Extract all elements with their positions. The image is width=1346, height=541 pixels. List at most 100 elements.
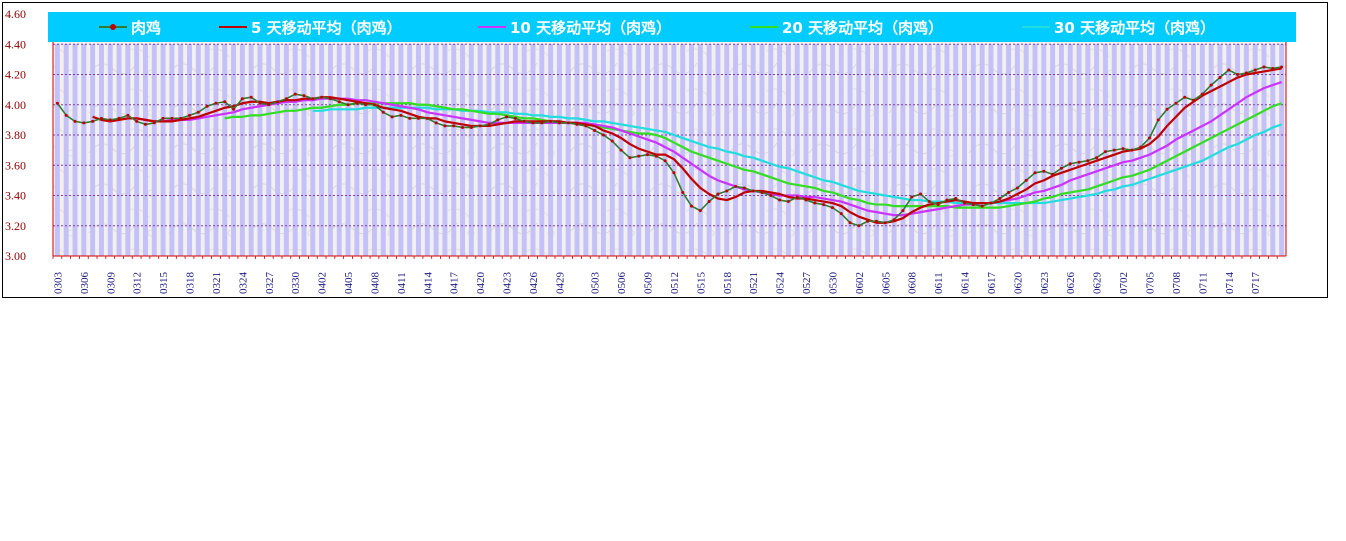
y-tick-label: 3.60 bbox=[5, 158, 26, 172]
series-point bbox=[249, 95, 253, 99]
volume-bar bbox=[143, 44, 148, 256]
volume-bar bbox=[777, 44, 783, 256]
series-point bbox=[830, 206, 834, 210]
series-point bbox=[214, 101, 218, 105]
x-tick-label: 0303 bbox=[52, 272, 64, 295]
series-point bbox=[575, 122, 579, 126]
volume-bar bbox=[935, 44, 941, 256]
series-point bbox=[557, 121, 561, 125]
volume-bar bbox=[944, 44, 950, 256]
volume-bar bbox=[72, 44, 78, 256]
x-tick-label: 0318 bbox=[185, 272, 197, 295]
x-tick-label: 0518 bbox=[722, 272, 734, 295]
volume-bar bbox=[609, 44, 615, 256]
series-point bbox=[1271, 66, 1275, 70]
volume-bar bbox=[600, 44, 606, 256]
volume-bar bbox=[363, 44, 369, 256]
legend-label: 10 天移动平均（肉鸡） bbox=[510, 19, 671, 37]
series-point bbox=[910, 195, 914, 199]
volume-bar bbox=[900, 44, 906, 256]
x-tick-label: 0708 bbox=[1171, 272, 1183, 295]
series-point bbox=[276, 100, 280, 104]
series-point bbox=[1156, 118, 1160, 122]
series-point bbox=[267, 103, 271, 107]
volume-bar bbox=[1208, 44, 1214, 256]
series-point bbox=[240, 97, 244, 101]
x-tick-label: 0417 bbox=[449, 272, 461, 295]
x-tick-label: 0408 bbox=[369, 272, 381, 295]
series-point bbox=[778, 198, 782, 202]
series-point bbox=[487, 122, 491, 126]
volume-bar bbox=[962, 44, 967, 256]
volume-bar bbox=[178, 44, 184, 256]
legend bbox=[48, 12, 1296, 42]
series-point bbox=[601, 133, 605, 137]
volume-bar bbox=[565, 44, 571, 256]
volume-bar bbox=[160, 44, 166, 256]
series-point bbox=[258, 101, 262, 105]
x-tick-label: 0405 bbox=[343, 272, 355, 295]
series-point bbox=[1200, 92, 1204, 96]
x-tick-label: 0321 bbox=[211, 272, 223, 294]
volume-bar bbox=[125, 44, 131, 256]
volume-bar bbox=[275, 44, 281, 256]
x-tick-label: 0521 bbox=[748, 272, 760, 294]
volume-bar bbox=[1014, 44, 1020, 256]
series-point bbox=[328, 97, 332, 101]
volume-bar bbox=[926, 44, 932, 256]
series-point bbox=[478, 124, 482, 128]
series-point bbox=[945, 198, 949, 202]
x-tick-label: 0420 bbox=[475, 272, 487, 295]
series-point bbox=[628, 156, 632, 160]
series-point bbox=[443, 124, 447, 128]
series-point bbox=[417, 116, 420, 120]
volume-bar bbox=[1252, 44, 1258, 256]
volume-bar bbox=[750, 44, 756, 256]
series-point bbox=[1174, 101, 1178, 105]
volume-bar bbox=[327, 44, 333, 256]
x-tick-label: 0512 bbox=[669, 272, 681, 294]
series-point bbox=[73, 119, 77, 123]
volume-bar bbox=[1164, 44, 1170, 256]
series-point bbox=[874, 219, 878, 223]
x-axis-ticks: 0303 0306 0309 0312 0315 0318 0321 0324 0327 0330… bbox=[52, 272, 1262, 295]
volume-bar bbox=[239, 44, 245, 256]
x-tick-label: 0423 bbox=[502, 272, 514, 295]
series-point bbox=[434, 121, 438, 125]
series-point bbox=[1033, 171, 1037, 175]
x-tick-label: 0327 bbox=[264, 272, 276, 295]
series-point bbox=[936, 203, 940, 207]
series-point bbox=[866, 219, 870, 223]
series-point bbox=[1042, 169, 1046, 173]
series-point bbox=[734, 184, 738, 188]
x-tick-label: 0527 bbox=[801, 272, 813, 295]
volume-bar bbox=[953, 44, 959, 256]
y-tick-label: 3.00 bbox=[5, 249, 26, 263]
volume-bar bbox=[460, 44, 465, 256]
volume-bar bbox=[1094, 44, 1100, 256]
x-tick-label: 0426 bbox=[528, 272, 540, 295]
series-point bbox=[1209, 83, 1213, 87]
x-tick-label: 0629 bbox=[1092, 272, 1104, 295]
volume-bar bbox=[874, 44, 879, 256]
x-tick-label: 0414 bbox=[422, 272, 434, 295]
volume-bar bbox=[882, 44, 888, 256]
volume-bar bbox=[204, 44, 210, 256]
volume-bar bbox=[107, 44, 113, 256]
series-point bbox=[179, 116, 183, 120]
volume-bar bbox=[1173, 44, 1179, 256]
x-tick-label: 0530 bbox=[827, 272, 839, 295]
volume-bar bbox=[680, 44, 686, 256]
volume-bar bbox=[1085, 44, 1091, 256]
series-point bbox=[1236, 73, 1240, 76]
series-point bbox=[1077, 160, 1081, 164]
volume-bar bbox=[759, 44, 765, 256]
series-point bbox=[205, 104, 209, 108]
series-point bbox=[135, 119, 139, 123]
x-tick-label: 0309 bbox=[105, 272, 117, 295]
legend-items: 肉鸡 5 天移动平均（肉鸡） 10 天移动平均（肉鸡） 20 天移动平均（肉鸡） 30 … bbox=[99, 19, 1215, 37]
volume-bar bbox=[248, 44, 254, 256]
series-point bbox=[716, 192, 720, 196]
volume-bar bbox=[213, 44, 219, 256]
volume-bar bbox=[371, 44, 377, 256]
